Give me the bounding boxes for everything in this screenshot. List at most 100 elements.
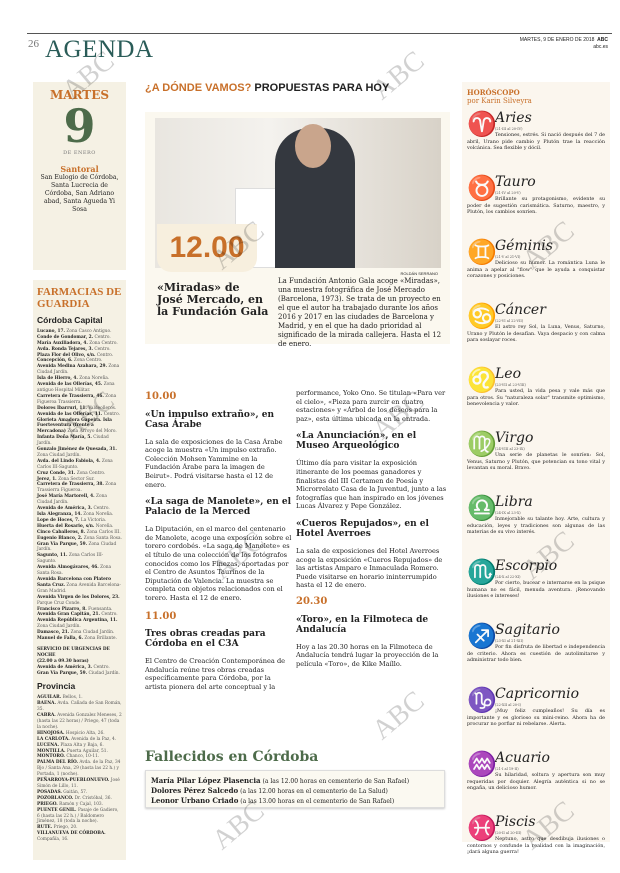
event-text: La Diputación, en el marco del centenari…	[145, 525, 292, 602]
sign-name: Libra	[495, 494, 533, 510]
sign-text: Inmejorable su talante hoy. Arte, cultur…	[467, 516, 605, 535]
sign-text: El astro rey Sol, la Luna, Venus, Saturn…	[467, 324, 605, 343]
pharmacy-zone: Zona Sector Sur.	[58, 476, 95, 482]
pharmacy-zone: Centro.	[103, 411, 120, 417]
pharmacy-address: PUENTE GENIL.	[37, 807, 77, 813]
watermark-logo: ABC	[366, 45, 431, 106]
urgent-hours: (22.00 a 09.30 horas)	[37, 658, 89, 664]
sign-name: Acuario	[495, 750, 550, 766]
sign-dates: (22-VI al 22-VII)	[495, 319, 524, 323]
santoral-text: San Eulogio de Córdoba, Santa Lucrecia d…	[40, 174, 119, 213]
pharmacy-entry: Glorieta Amadora Gapeira. Isla Fuerteven…	[37, 418, 122, 436]
pharmacy-address: Avda. del Lindo Fabiola, 4.	[37, 458, 101, 464]
zodiac-icon: ♋	[467, 302, 497, 330]
sign-acuario: ♒ Acuario (21-I al 19-II) Su hilaridad, sol…	[467, 751, 605, 809]
pharmacy-entry: LUCENA. Plaza Alta y Baja, 6.	[37, 743, 122, 749]
event-title: Tres obras creadas para Córdoba en el C3…	[145, 629, 266, 650]
pharmacy-address: Carretera de Trassierra, 38.	[37, 482, 104, 488]
obituaries-box: María Pilar López Plasencia (a las 12.00…	[145, 770, 445, 808]
pharmacy-address: LUCENA.	[37, 742, 59, 748]
sign-name: Piscis	[495, 814, 536, 830]
pharmacy-entry: Avda. Ronda Tejares, 3. Centro.	[37, 347, 122, 353]
pharmacy-address: Gran Vía Parque, 59.	[37, 670, 88, 676]
pharmacy-entry: Gran Vía Parque, 59. Ciudad Jardín.	[37, 671, 122, 677]
sign-text: Delicioso su humor. La romántica Luna le…	[467, 260, 605, 279]
pharmacy-zone: Zona Avenida Barcelona-Gran Madrid.	[37, 582, 121, 594]
sign-dates: (24-VIII al 23-IX)	[495, 447, 525, 451]
obituaries-title: Fallecidos en Córdoba	[145, 749, 319, 765]
pharmacy-entry: Carretera de Trassierra, 46. Zona Figuer…	[37, 394, 122, 406]
pharmacy-zone: Centro.	[93, 506, 110, 512]
santoral-title: Santoral	[60, 164, 99, 174]
pharmacy-entry: HINOJOSA. Hospicio Alta, 26.	[37, 731, 122, 737]
headline-proposals: PROPUESTAS PARA HOY	[254, 82, 390, 94]
pharmacy-address: Cinco Caballeros, 8.	[37, 529, 86, 535]
zodiac-icon: ♒	[467, 750, 497, 778]
deceased-name: Leonor Urbano Criado	[151, 796, 239, 805]
pharmacy-entry: Infanta Doña María, 5. Ciudad Jardín.	[37, 435, 122, 447]
pharmacy-address: BAENA.	[37, 701, 56, 707]
sign-dates: (22-XII al 20-I)	[495, 703, 521, 707]
pharmacy-zone: Zona Figueroa Trassierra.	[37, 393, 117, 405]
pharmacy-entry: Conde de Gondomar, 2. Centro.	[37, 335, 122, 341]
pharmacy-address: Infanta Doña María, 5.	[37, 435, 92, 441]
pharmacy-zone: Zona Santa Rosa.	[37, 565, 112, 577]
sign-leo: ♌ Leo (23-VII al 23-VIII) Para usted, la vi…	[467, 367, 605, 425]
headline-question: ¿A DÓNDE VAMOS?	[145, 82, 252, 94]
pharmacy-entry: Plaza Flor del Olivo, s/n. Centro.	[37, 353, 122, 359]
pharmacy-zone: Centro.	[96, 352, 114, 358]
pharmacy-address: José María Martorell, 4.	[37, 494, 95, 500]
pharmacy-entry: CABRA. Avenida Gonzalez Meneses, 2 (hast…	[37, 713, 122, 731]
funeral-info: (a las 12.00 horas en el cementerio de L…	[240, 788, 388, 795]
pharmacy-address: Cruz Conde, 31.	[37, 470, 76, 476]
left-column: MARTES 9 DE ENERO Santoral San Eulogio d…	[33, 82, 126, 860]
province-list: AGUILAR. Bellos, 1. BAENA. Avda. Cañada d…	[37, 695, 122, 843]
day-box: MARTES 9 DE ENERO Santoral San Eulogio d…	[33, 82, 126, 270]
pharmacy-zone: Zona Ciudad Jardín.	[37, 364, 120, 376]
sign-text: ¡Muy feliz cumpleaños! Su día es importa…	[467, 708, 605, 727]
pharmacy-address: Lucano, 17.	[37, 328, 66, 334]
sign-dates: (23-XI al 21-XII)	[495, 639, 524, 643]
signs-list: ♈ Aries (21-III al 20-IV) Tensiones, estrés…	[467, 111, 605, 873]
province-title: Provincia	[37, 681, 76, 692]
pharmacy-address: Avenida Gran Capitán, 21.	[37, 612, 100, 618]
pharmacy-zone: Avda. Cañada de San Román, 35.	[37, 701, 122, 713]
brand: ABC	[597, 37, 608, 43]
pharmacy-address: Manuel de Falla, 6.	[37, 636, 84, 642]
pharmacy-entry: Gran Vía Parque, 59. Zona Ciudad Jardín.	[37, 542, 122, 554]
sign-name: Cáncer	[495, 302, 546, 318]
sign-capricornio: ♑ Capricornio (22-XII al 20-I) ¡Muy feliz c…	[467, 687, 605, 745]
obituary-entry: Dolores Pérez Salcedo (a las 12.00 horas…	[151, 786, 439, 796]
pharmacy-zone: Zona Trassierra Figueroa.	[37, 482, 117, 494]
pharmacy-zone: Zona Casco Antiguo.	[66, 328, 112, 334]
pharmacy-zone: Noreña.	[95, 523, 114, 529]
day-name: MARTES	[49, 88, 110, 102]
pharmacy-entry: Avenida Barcelona con Platero Santa Cruz…	[37, 577, 122, 595]
sign-sagitario: ♐ Sagitario (23-XI al 21-XII) Por fin disfr…	[467, 623, 605, 681]
pharmacy-zone: Zona Ciudad Jardín.	[37, 452, 81, 458]
sign-text: Una serie de planetas le sonríen: Sol, V…	[467, 452, 605, 471]
pharmacy-zone: Zona Centro.	[89, 340, 118, 346]
sign-dates: (23-VII al 23-VIII)	[495, 383, 526, 387]
featured-text: La Fundación Antonio Gala acoge «Miradas…	[278, 277, 442, 348]
sign-dates: (21-I al 19-II)	[495, 767, 519, 771]
pharmacies-title: FARMACIAS DE GUARDIA	[37, 286, 122, 310]
pharmacy-address: Eugenio Blanco, 2.	[37, 535, 83, 541]
pharmacy-zone: Zona antiguo Hospital Militar.	[37, 382, 115, 393]
capital-title: Córdoba Capital	[37, 315, 103, 325]
pharmacy-address: Conde de Gondomar, 2.	[37, 334, 94, 340]
pharmacy-entry: MONTILLA. Puerta Aguilar, 51.	[37, 749, 122, 755]
sign-text: Para usted, la vida pesa y vale más que …	[467, 388, 605, 407]
pharmacy-address: PRIEGO.	[37, 801, 58, 807]
zodiac-icon: ♍	[467, 430, 497, 458]
pharmacy-zone: Zona Noreña.	[83, 512, 114, 517]
pharmacy-zone: Parque Cruz Conde.	[37, 600, 81, 606]
zodiac-icon: ♐	[467, 622, 497, 650]
sign-name: Sagitario	[495, 622, 560, 638]
event-title: «Cueros Repujados», en el Hotel Averroes	[296, 518, 429, 539]
sign-name: Leo	[495, 366, 522, 382]
sign-piscis: ♓ Piscis (20-II al 20-III) Neptuno, astro q…	[467, 815, 605, 873]
pharmacy-entry: Avenida República Argentina, 11. Zona Ci…	[37, 618, 122, 630]
pharmacy-entry: LA CARLOTA. Avenida de la Paz, 4.	[37, 737, 122, 743]
photo-credit: ROLDÁN SERRANO	[400, 271, 438, 276]
